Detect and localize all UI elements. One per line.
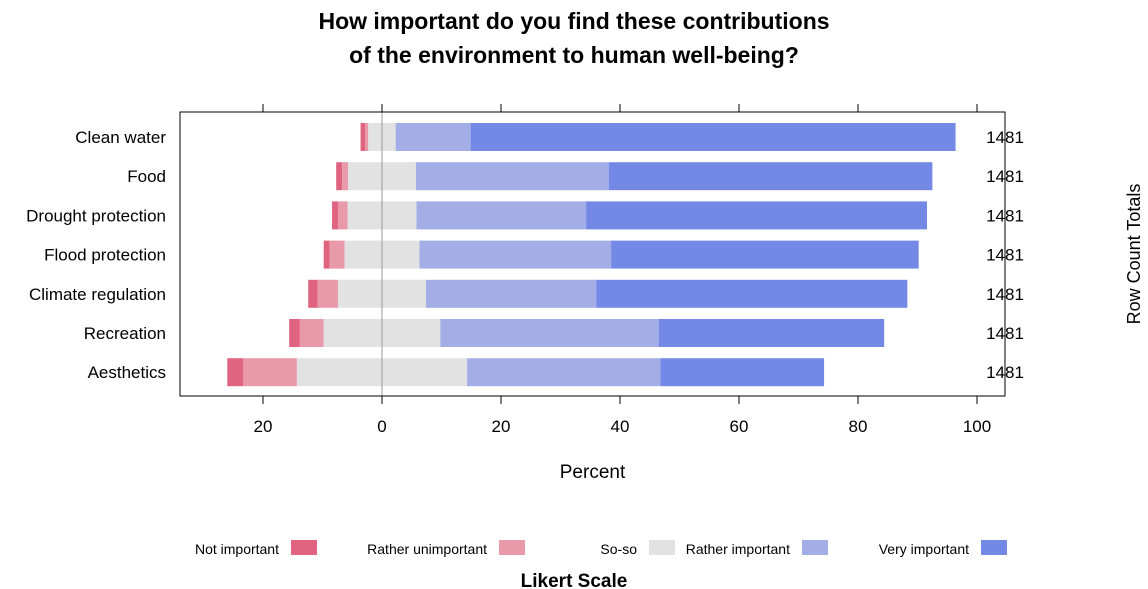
category-labels: Clean water Food Drought protection Flood p… <box>26 128 166 382</box>
category-label: Recreation <box>84 324 166 343</box>
bar-food-not-important <box>336 162 343 191</box>
legend-swatch-so-so <box>649 540 675 555</box>
bar-climate-regulation-rather-important <box>426 279 597 308</box>
legend-label-rather-unimportant: Rather unimportant <box>367 541 487 557</box>
x-tick-label: 0 <box>377 417 386 436</box>
category-label: Clean water <box>75 128 166 147</box>
legend-label-not-important: Not important <box>195 541 279 557</box>
bar-recreation-rather-important <box>440 319 659 347</box>
bar-climate-regulation-very-important <box>596 279 908 308</box>
bar-flood-protection-not-important <box>323 240 330 269</box>
bar-climate-regulation-not-important <box>308 279 318 308</box>
x-tick-label: 20 <box>492 417 511 436</box>
bar-aesthetics-very-important <box>660 358 825 387</box>
legend-label-very-important: Very important <box>879 541 969 557</box>
bar-drought-protection-very-important <box>586 201 928 230</box>
bar-drought-protection-not-important <box>332 201 338 230</box>
bar-clean-water-rather-important <box>395 123 471 151</box>
bar-drought-protection-rather-unimportant <box>337 201 348 230</box>
chart-title-line-2: of the environment to human well-being? <box>349 42 799 68</box>
x-tick-label: 100 <box>963 417 991 436</box>
legend-swatch-very-important <box>981 540 1007 555</box>
bar-aesthetics-rather-unimportant <box>243 358 297 387</box>
bar-food-rather-important <box>415 162 609 191</box>
legend-swatch-rather-important <box>802 540 828 555</box>
legend-label-rather-important: Rather important <box>686 541 790 557</box>
x-tick-label: 80 <box>849 417 868 436</box>
x-axis-ticks: 20 0 20 40 60 80 100 <box>254 104 991 436</box>
bar-climate-regulation-rather-unimportant <box>317 279 338 308</box>
x-tick-label: 40 <box>611 417 630 436</box>
bar-aesthetics-not-important <box>227 358 244 387</box>
row-count-axis-label: Row Count Totals <box>1124 184 1144 325</box>
bar-flood-protection-rather-important <box>419 240 612 269</box>
legend: Not important Rather unimportant So-so Rath… <box>195 540 1007 557</box>
category-label: Drought protection <box>26 206 166 225</box>
x-axis-label: Percent <box>560 462 626 483</box>
legend-label-so-so: So-so <box>600 541 637 557</box>
legend-swatch-rather-unimportant <box>499 540 525 555</box>
bar-flood-protection-rather-unimportant <box>329 240 345 269</box>
bar-clean-water-not-important <box>360 123 366 151</box>
bar-recreation-rather-unimportant <box>299 319 324 347</box>
category-label: Climate regulation <box>29 285 166 304</box>
chart-title-line-1: How important do you find these contribu… <box>318 8 830 34</box>
bar-recreation-very-important <box>658 319 885 347</box>
plot-frame <box>179 111 1006 397</box>
bar-clean-water-rather-unimportant <box>365 123 369 151</box>
category-label: Aesthetics <box>88 363 166 382</box>
x-tick-label: 20 <box>254 417 273 436</box>
bar-flood-protection-very-important <box>611 240 919 269</box>
bar-layer <box>227 112 956 396</box>
bar-food-rather-unimportant <box>342 162 349 191</box>
category-label: Flood protection <box>44 246 166 265</box>
x-tick-label: 60 <box>730 417 749 436</box>
bar-clean-water-very-important <box>470 123 956 151</box>
legend-title: Likert Scale <box>521 571 628 589</box>
category-label: Food <box>127 167 166 186</box>
bar-recreation-not-important <box>289 319 300 347</box>
bar-food-very-important <box>608 162 933 191</box>
bar-drought-protection-rather-important <box>416 201 587 230</box>
bar-aesthetics-rather-important <box>467 358 661 387</box>
legend-swatch-not-important <box>291 540 317 555</box>
